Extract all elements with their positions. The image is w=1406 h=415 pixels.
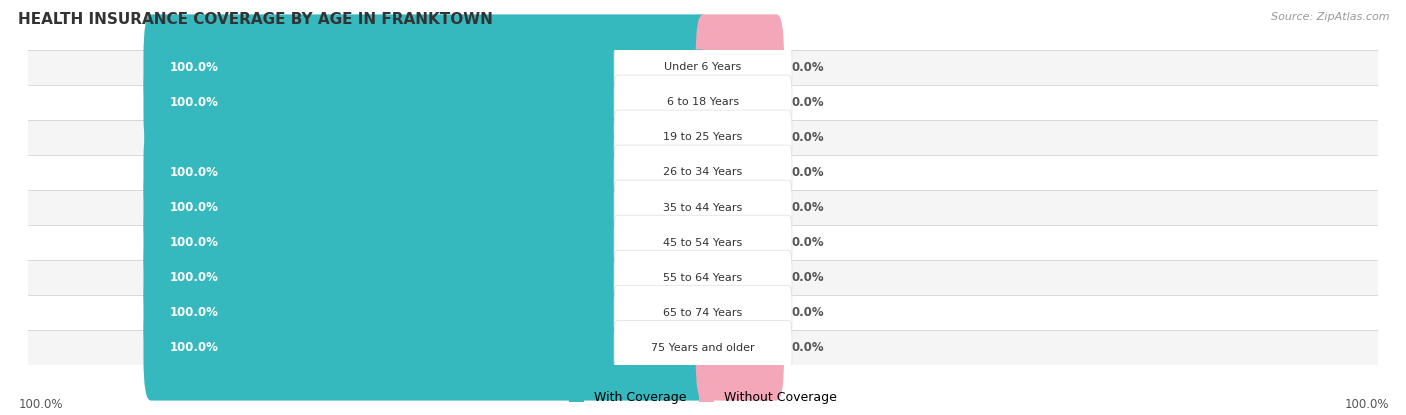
Text: 100.0%: 100.0% xyxy=(18,398,63,411)
FancyBboxPatch shape xyxy=(696,120,785,225)
Text: 100.0%: 100.0% xyxy=(169,201,218,214)
FancyBboxPatch shape xyxy=(143,260,710,366)
Text: Source: ZipAtlas.com: Source: ZipAtlas.com xyxy=(1271,12,1389,22)
Text: 100.0%: 100.0% xyxy=(169,341,218,354)
Text: 35 to 44 Years: 35 to 44 Years xyxy=(664,203,742,212)
Text: 0.0%: 0.0% xyxy=(792,306,824,319)
Text: 65 to 74 Years: 65 to 74 Years xyxy=(664,308,742,317)
Text: 0.0%: 0.0% xyxy=(792,166,824,179)
Text: 0.0%: 0.0% xyxy=(792,131,824,144)
Text: 0.0%: 0.0% xyxy=(792,96,824,109)
Text: 6 to 18 Years: 6 to 18 Years xyxy=(666,98,740,107)
FancyBboxPatch shape xyxy=(696,225,785,330)
FancyBboxPatch shape xyxy=(143,49,710,155)
Bar xyxy=(28,295,1378,330)
Text: 0.0%: 0.0% xyxy=(792,201,824,214)
FancyBboxPatch shape xyxy=(143,15,710,120)
Text: Under 6 Years: Under 6 Years xyxy=(665,62,741,72)
FancyBboxPatch shape xyxy=(696,85,785,190)
Bar xyxy=(28,50,1378,85)
Text: 100.0%: 100.0% xyxy=(169,271,218,284)
Text: HEALTH INSURANCE COVERAGE BY AGE IN FRANKTOWN: HEALTH INSURANCE COVERAGE BY AGE IN FRAN… xyxy=(18,12,494,27)
FancyBboxPatch shape xyxy=(614,215,792,270)
Text: 19 to 25 Years: 19 to 25 Years xyxy=(664,132,742,142)
FancyBboxPatch shape xyxy=(614,110,792,165)
FancyBboxPatch shape xyxy=(696,49,785,155)
Text: 26 to 34 Years: 26 to 34 Years xyxy=(664,168,742,178)
Bar xyxy=(28,190,1378,225)
FancyBboxPatch shape xyxy=(614,320,792,375)
Text: 100.0%: 100.0% xyxy=(169,306,218,319)
Text: 100.0%: 100.0% xyxy=(169,61,218,74)
FancyBboxPatch shape xyxy=(143,190,710,295)
Text: 100.0%: 100.0% xyxy=(169,236,218,249)
Text: 55 to 64 Years: 55 to 64 Years xyxy=(664,273,742,283)
Text: 100.0%: 100.0% xyxy=(169,96,218,109)
FancyBboxPatch shape xyxy=(614,250,792,305)
FancyBboxPatch shape xyxy=(614,40,792,95)
Bar xyxy=(28,260,1378,295)
Bar xyxy=(28,225,1378,260)
Text: 0.0%: 0.0% xyxy=(792,236,824,249)
FancyBboxPatch shape xyxy=(696,295,785,400)
FancyBboxPatch shape xyxy=(143,225,710,330)
FancyBboxPatch shape xyxy=(696,260,785,366)
FancyBboxPatch shape xyxy=(696,154,785,261)
FancyBboxPatch shape xyxy=(143,295,710,400)
Legend: With Coverage, Without Coverage: With Coverage, Without Coverage xyxy=(564,386,842,409)
Text: 0.0%: 0.0% xyxy=(792,61,824,74)
FancyBboxPatch shape xyxy=(614,145,792,200)
FancyBboxPatch shape xyxy=(143,120,710,225)
Bar xyxy=(28,330,1378,365)
FancyBboxPatch shape xyxy=(614,75,792,130)
FancyBboxPatch shape xyxy=(696,15,785,120)
FancyBboxPatch shape xyxy=(614,285,792,340)
Text: 0.0%: 0.0% xyxy=(792,271,824,284)
Text: 75 Years and older: 75 Years and older xyxy=(651,343,755,353)
Text: 0.0%: 0.0% xyxy=(792,341,824,354)
Bar xyxy=(28,155,1378,190)
Text: 0.0%: 0.0% xyxy=(612,131,645,144)
Text: 100.0%: 100.0% xyxy=(1344,398,1389,411)
Text: 45 to 54 Years: 45 to 54 Years xyxy=(664,237,742,247)
Bar xyxy=(28,120,1378,155)
Bar xyxy=(28,85,1378,120)
Text: 100.0%: 100.0% xyxy=(169,166,218,179)
FancyBboxPatch shape xyxy=(696,190,785,295)
FancyBboxPatch shape xyxy=(614,180,792,235)
FancyBboxPatch shape xyxy=(648,91,709,183)
FancyBboxPatch shape xyxy=(143,154,710,261)
